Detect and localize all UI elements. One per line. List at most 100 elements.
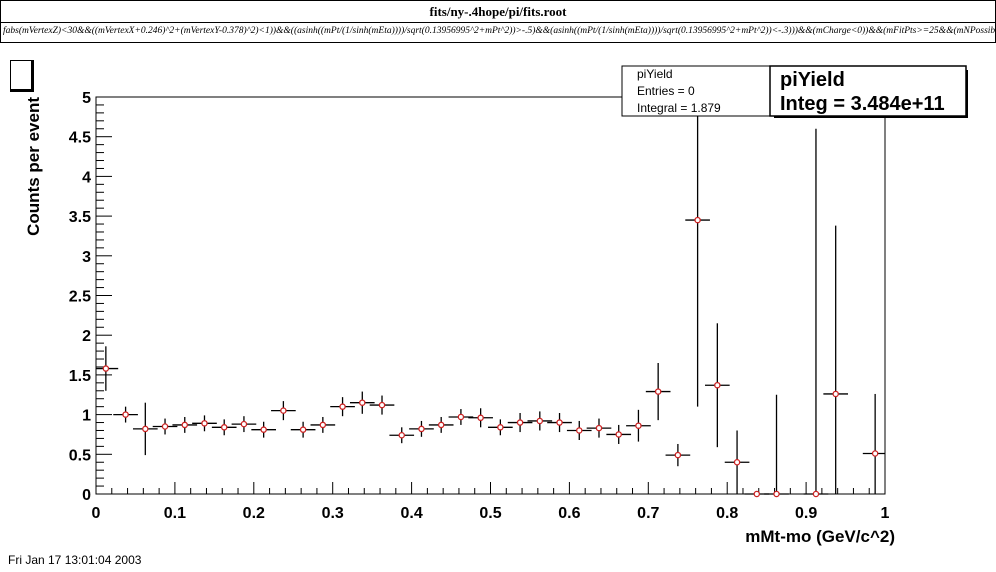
point-marker: [457, 413, 465, 421]
data-point: [409, 420, 434, 437]
axis-ticks: [95, 96, 886, 495]
point-marker: [378, 401, 386, 409]
y-tick-label: 3.5: [69, 209, 91, 226]
point-marker: [536, 417, 544, 425]
data-point: [290, 421, 316, 438]
data-point: [626, 409, 651, 442]
point-marker: [437, 421, 445, 429]
data-point: [685, 97, 710, 407]
point-marker: [161, 423, 169, 430]
point-marker: [556, 419, 563, 426]
point-marker: [240, 420, 248, 428]
cut-expression-text: fabs(mVertexZ)<30&&((mVertexX+0.246)^2+(…: [3, 26, 996, 36]
data-point: [645, 362, 671, 421]
y-tick-label: 3: [82, 249, 91, 266]
point-marker: [576, 427, 583, 434]
x-tick-label: 0.7: [637, 505, 659, 522]
data-point: [231, 416, 257, 433]
x-tick-label: 0.6: [558, 505, 580, 522]
y-tick-label: 0.5: [69, 447, 91, 464]
point-marker: [201, 420, 208, 427]
data-point: [251, 421, 276, 438]
point-marker: [714, 381, 721, 389]
data-point: [665, 443, 691, 467]
y-tick-label: 2: [82, 328, 91, 345]
point-marker: [753, 490, 761, 498]
y-tick-label: 2.5: [69, 289, 91, 306]
data-point: [428, 416, 454, 433]
point-marker: [674, 451, 682, 459]
data-point: [113, 406, 138, 423]
data-point: [152, 418, 178, 435]
y-tick-label: 0: [82, 487, 91, 504]
data-point: [764, 394, 789, 498]
data-point: [468, 408, 493, 428]
y-tick-label: 4.5: [69, 130, 91, 147]
data-point: [132, 402, 158, 456]
data-point: [566, 420, 592, 441]
y-tick-labels: 0 0.5 1 1.5 2 2.5 3 3.5 4 4.5 5: [69, 90, 91, 504]
stats-small-entries: Entries = 0: [637, 84, 695, 98]
point-marker: [122, 411, 129, 418]
point-marker: [497, 424, 504, 431]
y-axis-title: Counts per event: [24, 97, 43, 236]
data-point: [823, 225, 849, 494]
timestamp-footer: Fri Jan 17 13:01:04 2003: [8, 553, 142, 567]
y-tick-label: 1.5: [69, 368, 91, 385]
data-point: [507, 413, 533, 433]
data-point: [330, 397, 355, 417]
data-point: [369, 395, 395, 415]
data-point: [803, 128, 829, 498]
point-marker: [280, 407, 287, 414]
point-marker: [812, 490, 820, 498]
x-axis-title: mMt-mo (GeV/c^2): [745, 527, 895, 546]
point-marker: [220, 424, 228, 431]
point-marker: [615, 431, 622, 438]
stats-big-integ: Integ = 3.484e+11: [780, 93, 945, 115]
plot-frame: [95, 96, 886, 495]
canvas-title-bar: fits/ny-.4hope/pi/fits.root: [0, 0, 996, 23]
data-point: [96, 346, 119, 391]
point-marker: [832, 390, 839, 398]
data-point: [389, 427, 415, 444]
point-marker: [773, 490, 780, 498]
data-point: [310, 416, 336, 433]
x-tick-label: 0.2: [243, 505, 265, 522]
data-point: [448, 409, 474, 425]
y-tick-label: 5: [82, 90, 91, 107]
point-marker: [635, 422, 642, 429]
point-marker: [102, 365, 110, 372]
data-points: [96, 97, 885, 498]
data-point: [586, 418, 612, 438]
x-tick-label: 0: [92, 505, 101, 522]
data-point: [211, 419, 237, 436]
data-point: [172, 416, 198, 433]
point-marker: [319, 421, 327, 429]
y-tick-label: 1: [82, 408, 91, 425]
point-marker: [595, 424, 603, 432]
point-marker: [359, 399, 366, 406]
point-marker: [477, 414, 484, 422]
pad-corner-box: [10, 60, 34, 92]
x-tick-label: 0.8: [716, 505, 738, 522]
data-point: [527, 411, 553, 431]
point-marker: [181, 421, 189, 429]
point-marker: [142, 425, 149, 433]
point-marker: [299, 426, 307, 433]
stats-small-name: piYield: [637, 67, 673, 81]
x-tick-label: 0.3: [322, 505, 344, 522]
point-marker: [871, 450, 879, 457]
x-tick-label: 1: [881, 505, 890, 522]
stats-box-big: piYield Integ = 3.484e+11: [769, 65, 968, 118]
x-tick-label: 0.9: [795, 505, 817, 522]
x-tick-label: 0.4: [400, 505, 422, 522]
point-marker: [339, 403, 346, 410]
point-marker: [733, 458, 741, 466]
point-marker: [260, 426, 267, 433]
file-path-title: fits/ny-.4hope/pi/fits.root: [429, 4, 567, 19]
data-point: [192, 415, 217, 432]
data-point: [488, 419, 513, 436]
data-point: [547, 413, 572, 433]
stats-box-small: piYield Entries = 0 Integral = 1.879: [621, 65, 771, 117]
